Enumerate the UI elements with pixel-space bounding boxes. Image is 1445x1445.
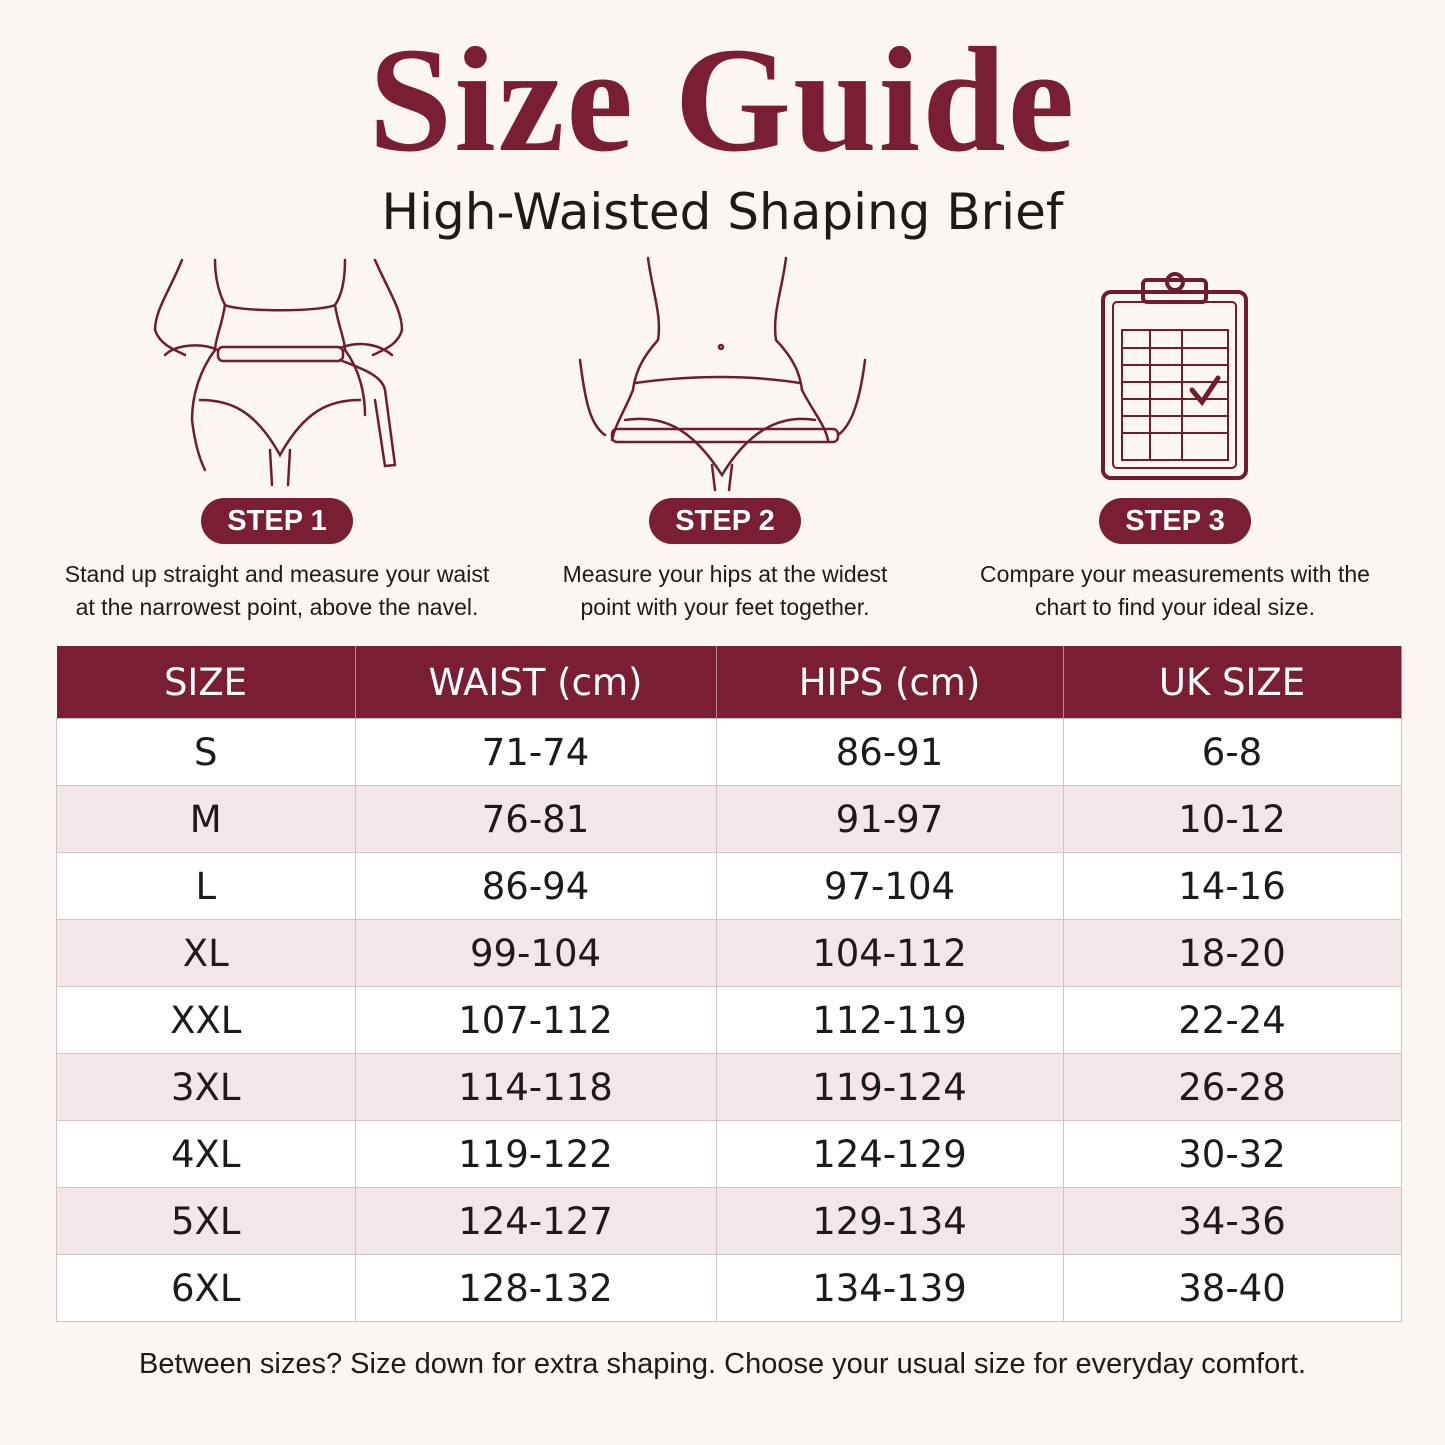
table-row: 4XL 119-122 124-129 30-32 (56, 1120, 1402, 1188)
illustrations (153, 256, 1248, 492)
table-row: M 76-81 91-97 10-12 (56, 785, 1402, 853)
step-label: STEP 1 (201, 498, 353, 544)
table-cell: 6XL (56, 1254, 356, 1322)
column-header: UK SIZE (1063, 646, 1402, 719)
table-cell: XL (56, 919, 356, 987)
table-cell: 86-94 (354, 852, 717, 920)
table-cell: 97-104 (715, 852, 1064, 920)
table-cell: 99-104 (354, 919, 717, 987)
table-cell: 10-12 (1062, 785, 1402, 853)
table-cell: 26-28 (1062, 1053, 1402, 1121)
step-label: STEP 2 (649, 498, 801, 544)
step-text: Stand up straight and measure your waist… (64, 561, 490, 620)
column-header: WAIST (cm) (355, 646, 717, 719)
step: STEP 3 Compare your measurements with the… (955, 498, 1395, 624)
table-cell: 134-139 (715, 1254, 1064, 1322)
table-cell: 114-118 (354, 1053, 717, 1121)
table-cell: 86-91 (715, 718, 1064, 786)
table-cell: L (56, 852, 356, 920)
table-cell: 18-20 (1062, 919, 1402, 987)
table-cell: 119-122 (354, 1120, 717, 1188)
table-cell: 119-124 (715, 1053, 1064, 1121)
table-row: XXL 107-112 112-119 22-24 (56, 986, 1402, 1054)
table-row: XL 99-104 104-112 18-20 (56, 919, 1402, 987)
table-cell: 4XL (56, 1120, 356, 1188)
table-cell: 22-24 (1062, 986, 1402, 1054)
table-cell: 124-129 (715, 1120, 1064, 1188)
table-cell: XXL (56, 986, 356, 1054)
table-cell: 34-36 (1062, 1187, 1402, 1255)
table-row: L 86-94 97-104 14-16 (56, 852, 1402, 920)
step-text: Measure your hips at the widest point wi… (562, 561, 888, 620)
size-table: SIZE WAIST (cm) HIPS (cm) UK SIZE S 71-74 86-9… (56, 646, 1402, 1322)
table-cell: 30-32 (1062, 1120, 1402, 1188)
table-cell: 107-112 (354, 986, 717, 1054)
table-row: 6XL 128-132 134-139 38-40 (56, 1254, 1402, 1322)
table-row: S 71-74 86-91 6-8 (56, 718, 1402, 786)
table-cell: 124-127 (354, 1187, 717, 1255)
hips-figure (578, 256, 867, 492)
table-cell: 128-132 (354, 1254, 717, 1322)
table-cell: 38-40 (1062, 1254, 1402, 1322)
waist-figure (153, 258, 404, 487)
table-cell: 76-81 (354, 785, 717, 853)
table-cell: 5XL (56, 1187, 356, 1255)
table-cell: S (56, 718, 356, 786)
column-header: SIZE (56, 646, 356, 719)
table-cell: M (56, 785, 356, 853)
table-cell: 6-8 (1062, 718, 1402, 786)
step: STEP 1 Stand up straight and measure your… (57, 498, 497, 624)
table-cell: 14-16 (1062, 852, 1402, 920)
title: Size Guide (368, 17, 1077, 183)
table-cell: 91-97 (715, 785, 1064, 853)
table-cell: 129-134 (715, 1187, 1064, 1255)
step-label: STEP 3 (1099, 498, 1251, 544)
table-cell: 104-112 (715, 919, 1064, 987)
footer-note: Between sizes? Size down for extra shapi… (138, 1348, 1307, 1380)
table-row: 5XL 124-127 129-134 34-36 (56, 1187, 1402, 1255)
table-cell: 71-74 (354, 718, 717, 786)
column-header: HIPS (cm) (716, 646, 1064, 719)
subtitle: High-Waisted Shaping Brief (381, 183, 1064, 241)
step: STEP 2 Measure your hips at the widest po… (505, 498, 945, 624)
table-row: 3XL 114-118 119-124 26-28 (56, 1053, 1402, 1121)
clipboard-icon (1101, 272, 1248, 480)
step-text: Compare your measurements with the chart… (980, 561, 1370, 620)
table-cell: 3XL (56, 1053, 356, 1121)
table-cell: 112-119 (715, 986, 1064, 1054)
